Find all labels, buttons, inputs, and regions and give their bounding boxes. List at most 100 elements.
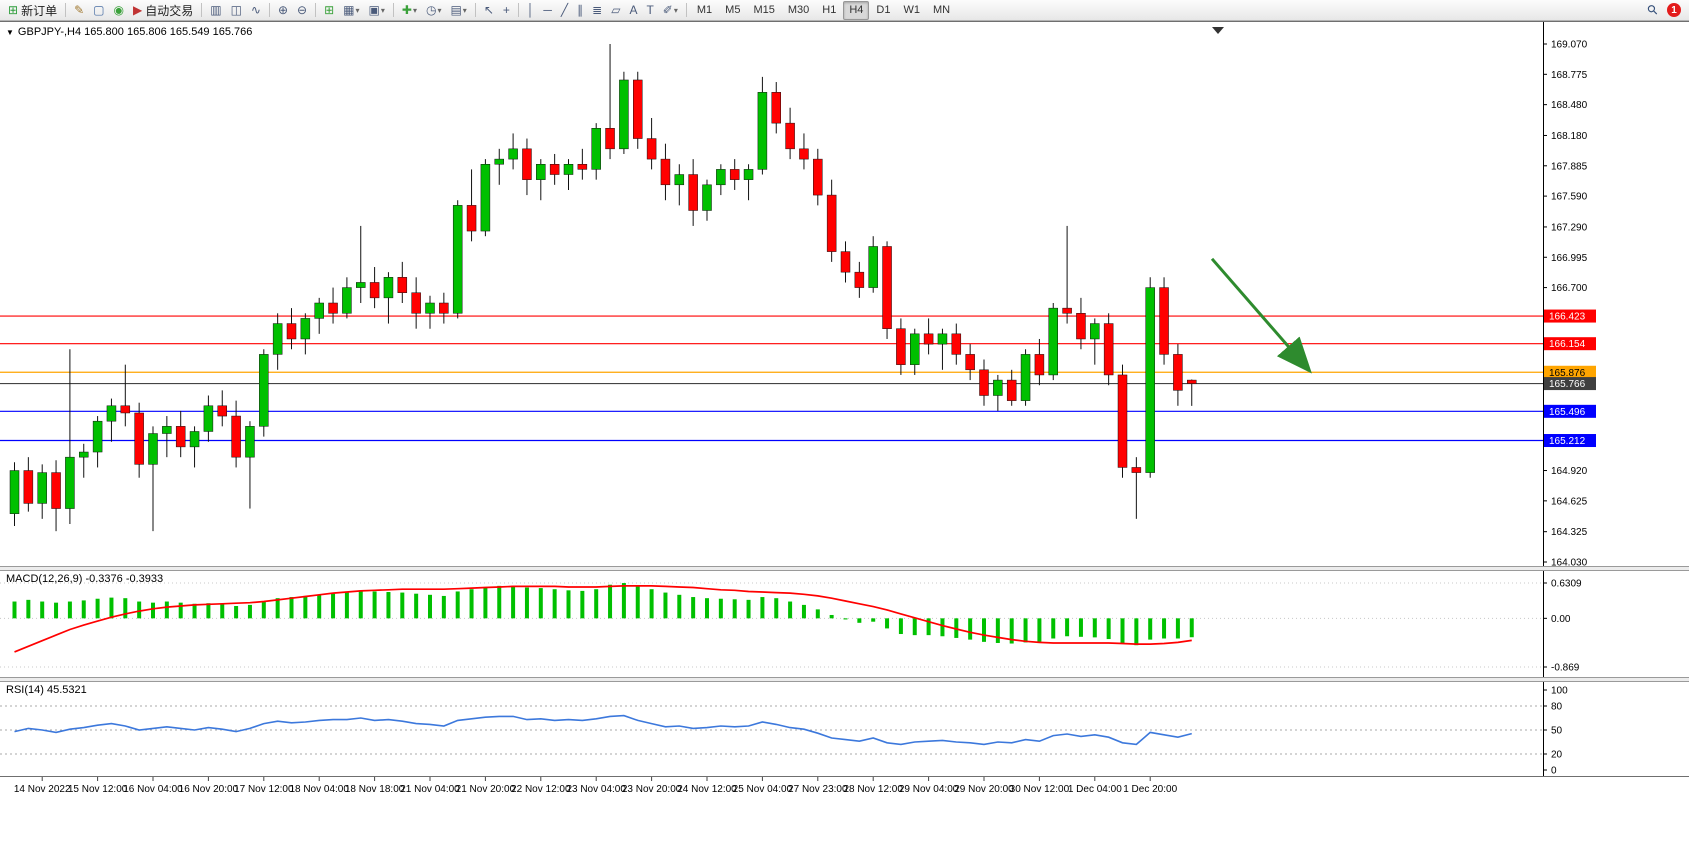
autotrading-icon: ▶: [132, 3, 143, 17]
symbol-search-button[interactable]: ⚲: [1644, 1, 1662, 20]
drawing-tools-icon: ✐: [662, 3, 673, 17]
chevron-down-icon[interactable]: ▾: [673, 5, 678, 15]
candle: [1187, 379, 1197, 406]
auto-arrange-icon: ▦: [343, 3, 355, 17]
bar-chart-icon: ▥: [210, 3, 222, 17]
trendline-button[interactable]: ╱: [557, 1, 572, 20]
new-order-button-label: 新订单: [21, 3, 58, 18]
timeframe-w1-button[interactable]: W1: [903, 4, 920, 16]
chevron-down-icon[interactable]: ▾: [412, 5, 417, 15]
y-axis-label: 168.480: [1551, 100, 1588, 111]
chevron-down-icon[interactable]: ▾: [380, 5, 385, 15]
panel-splitter-2[interactable]: [0, 677, 1689, 682]
svg-text:165.876: 165.876: [1549, 368, 1586, 379]
chevron-down-icon[interactable]: ▾: [355, 5, 360, 15]
macd-axis-label: 0.6309: [1551, 579, 1582, 590]
drawing-tools-dropdown[interactable]: ✐ ▾: [659, 1, 682, 20]
crosshair-icon: +: [502, 3, 510, 17]
timeframe-h1-button[interactable]: H1: [822, 4, 837, 16]
zoom-out-button[interactable]: ⊖: [293, 1, 311, 20]
candlestick-chart-button[interactable]: ◫: [227, 1, 246, 20]
candle: [591, 123, 601, 180]
collapse-triangle-icon[interactable]: ▼: [6, 28, 14, 37]
y-axis-label: 168.775: [1551, 70, 1588, 81]
fibonacci-button[interactable]: ≣: [588, 1, 606, 20]
profiles-button[interactable]: ▢: [89, 1, 108, 20]
y-axis-label: 167.290: [1551, 222, 1588, 233]
autotrading-button[interactable]: ▶ 自动交易: [129, 1, 197, 20]
y-axis-label: 164.625: [1551, 496, 1588, 507]
notification-badge[interactable]: 1: [1667, 3, 1681, 17]
bar-chart-button[interactable]: ▥: [206, 1, 225, 20]
autotrading-button-label: 自动交易: [145, 3, 194, 18]
y-axis-label: 169.070: [1551, 40, 1588, 51]
timeframe-h4-button[interactable]: H4: [843, 0, 870, 20]
candle: [1145, 277, 1155, 478]
vertical-line-button[interactable]: │: [523, 1, 539, 20]
candle: [508, 133, 518, 170]
trend-arrow-annotation[interactable]: [1210, 257, 1312, 374]
candle: [314, 297, 324, 334]
timeframe-m15-button[interactable]: M15: [753, 4, 775, 16]
auto-arrange-button[interactable]: ▦ ▾: [339, 1, 363, 20]
new-order-button[interactable]: ⊞ 新订单: [4, 1, 61, 20]
candle: [369, 267, 380, 309]
candle: [397, 261, 408, 303]
candle: [106, 398, 117, 442]
candle: [799, 133, 809, 170]
tile-windows-button[interactable]: ⊞: [320, 1, 338, 20]
candle: [425, 295, 435, 329]
candle: [480, 159, 491, 237]
templates-button[interactable]: ▤ ▾: [446, 1, 470, 20]
time-axis-label: 30 Nov 12:00: [1010, 784, 1070, 795]
time-axis-label: 1 Dec 04:00: [1068, 784, 1122, 795]
indicators-button[interactable]: ✚ ▾: [398, 1, 421, 20]
price-tag-166.154: 166.154: [1544, 337, 1596, 351]
macd-histogram: [12, 583, 1194, 646]
macd-panel: 0.6309 0.00 -0.869 MACD(12,26,9) -0.3376 -…: [0, 571, 1689, 677]
candle: [1173, 344, 1183, 406]
periods-button[interactable]: ◷ ▾: [422, 1, 446, 20]
vertical-line-icon: │: [526, 3, 535, 17]
candle: [757, 76, 768, 175]
candle: [286, 308, 297, 350]
chart-shift-marker[interactable]: [1212, 27, 1224, 34]
chart-style-button[interactable]: ✎: [70, 1, 88, 20]
zoom-in-button[interactable]: ⊕: [274, 1, 292, 20]
cursor-button[interactable]: ↖: [480, 1, 498, 20]
arrows-button[interactable]: T: [642, 1, 657, 20]
rsi-line: [14, 714, 1192, 746]
candle: [245, 421, 255, 509]
timeframe-m5-button[interactable]: M5: [725, 4, 741, 16]
candle: [452, 200, 463, 319]
candle: [383, 272, 394, 324]
candle: [965, 344, 975, 381]
candle: [674, 164, 685, 206]
time-axis-label: 14 Nov 2022: [14, 784, 71, 795]
timeframe-m30-button[interactable]: M30: [787, 4, 810, 16]
chevron-down-icon[interactable]: ▾: [462, 5, 467, 15]
line-chart-button[interactable]: ∿: [247, 1, 265, 20]
alerts-sound-button[interactable]: ◉: [109, 1, 127, 20]
fibonacci-icon: ≣: [592, 3, 603, 17]
candle: [189, 426, 200, 468]
chevron-down-icon[interactable]: ▾: [437, 5, 442, 15]
panel-splitter-1[interactable]: [0, 566, 1689, 571]
crosshair-button[interactable]: +: [499, 1, 514, 20]
shapes-button[interactable]: ▱: [607, 1, 624, 20]
candle: [646, 118, 657, 170]
timeframe-mn-button[interactable]: MN: [932, 4, 951, 16]
timeframe-d1-button[interactable]: D1: [876, 4, 891, 16]
candle: [896, 318, 906, 375]
text-label-button[interactable]: A: [625, 1, 641, 20]
zoom-out-icon: ⊖: [297, 3, 308, 17]
candle: [619, 71, 629, 154]
rsi-svg: 100 80 50 20 0: [0, 682, 1568, 776]
svg-text:166.154: 166.154: [1549, 339, 1586, 350]
candle: [826, 179, 837, 262]
horizontal-line-button[interactable]: ─: [539, 1, 556, 20]
timeframe-m1-button[interactable]: M1: [696, 4, 713, 16]
equidistant-channel-button[interactable]: ∥: [573, 1, 587, 20]
main-toolbar: ⊞ 新订单 ✎ ▢ ◉ ▶ 自动交易 ▥ ◫ ∿ ⊕ ⊖ ⊞ ▦ ▾ ▣ ▾ ✚ ▾ ◷ ▾ ▤ ▾ ↖ + │ ─ ╱ ∥ ≣ ▱ A T ✐ ▾…: [0, 0, 1689, 21]
chart-shift-button[interactable]: ▣ ▾: [365, 1, 389, 20]
